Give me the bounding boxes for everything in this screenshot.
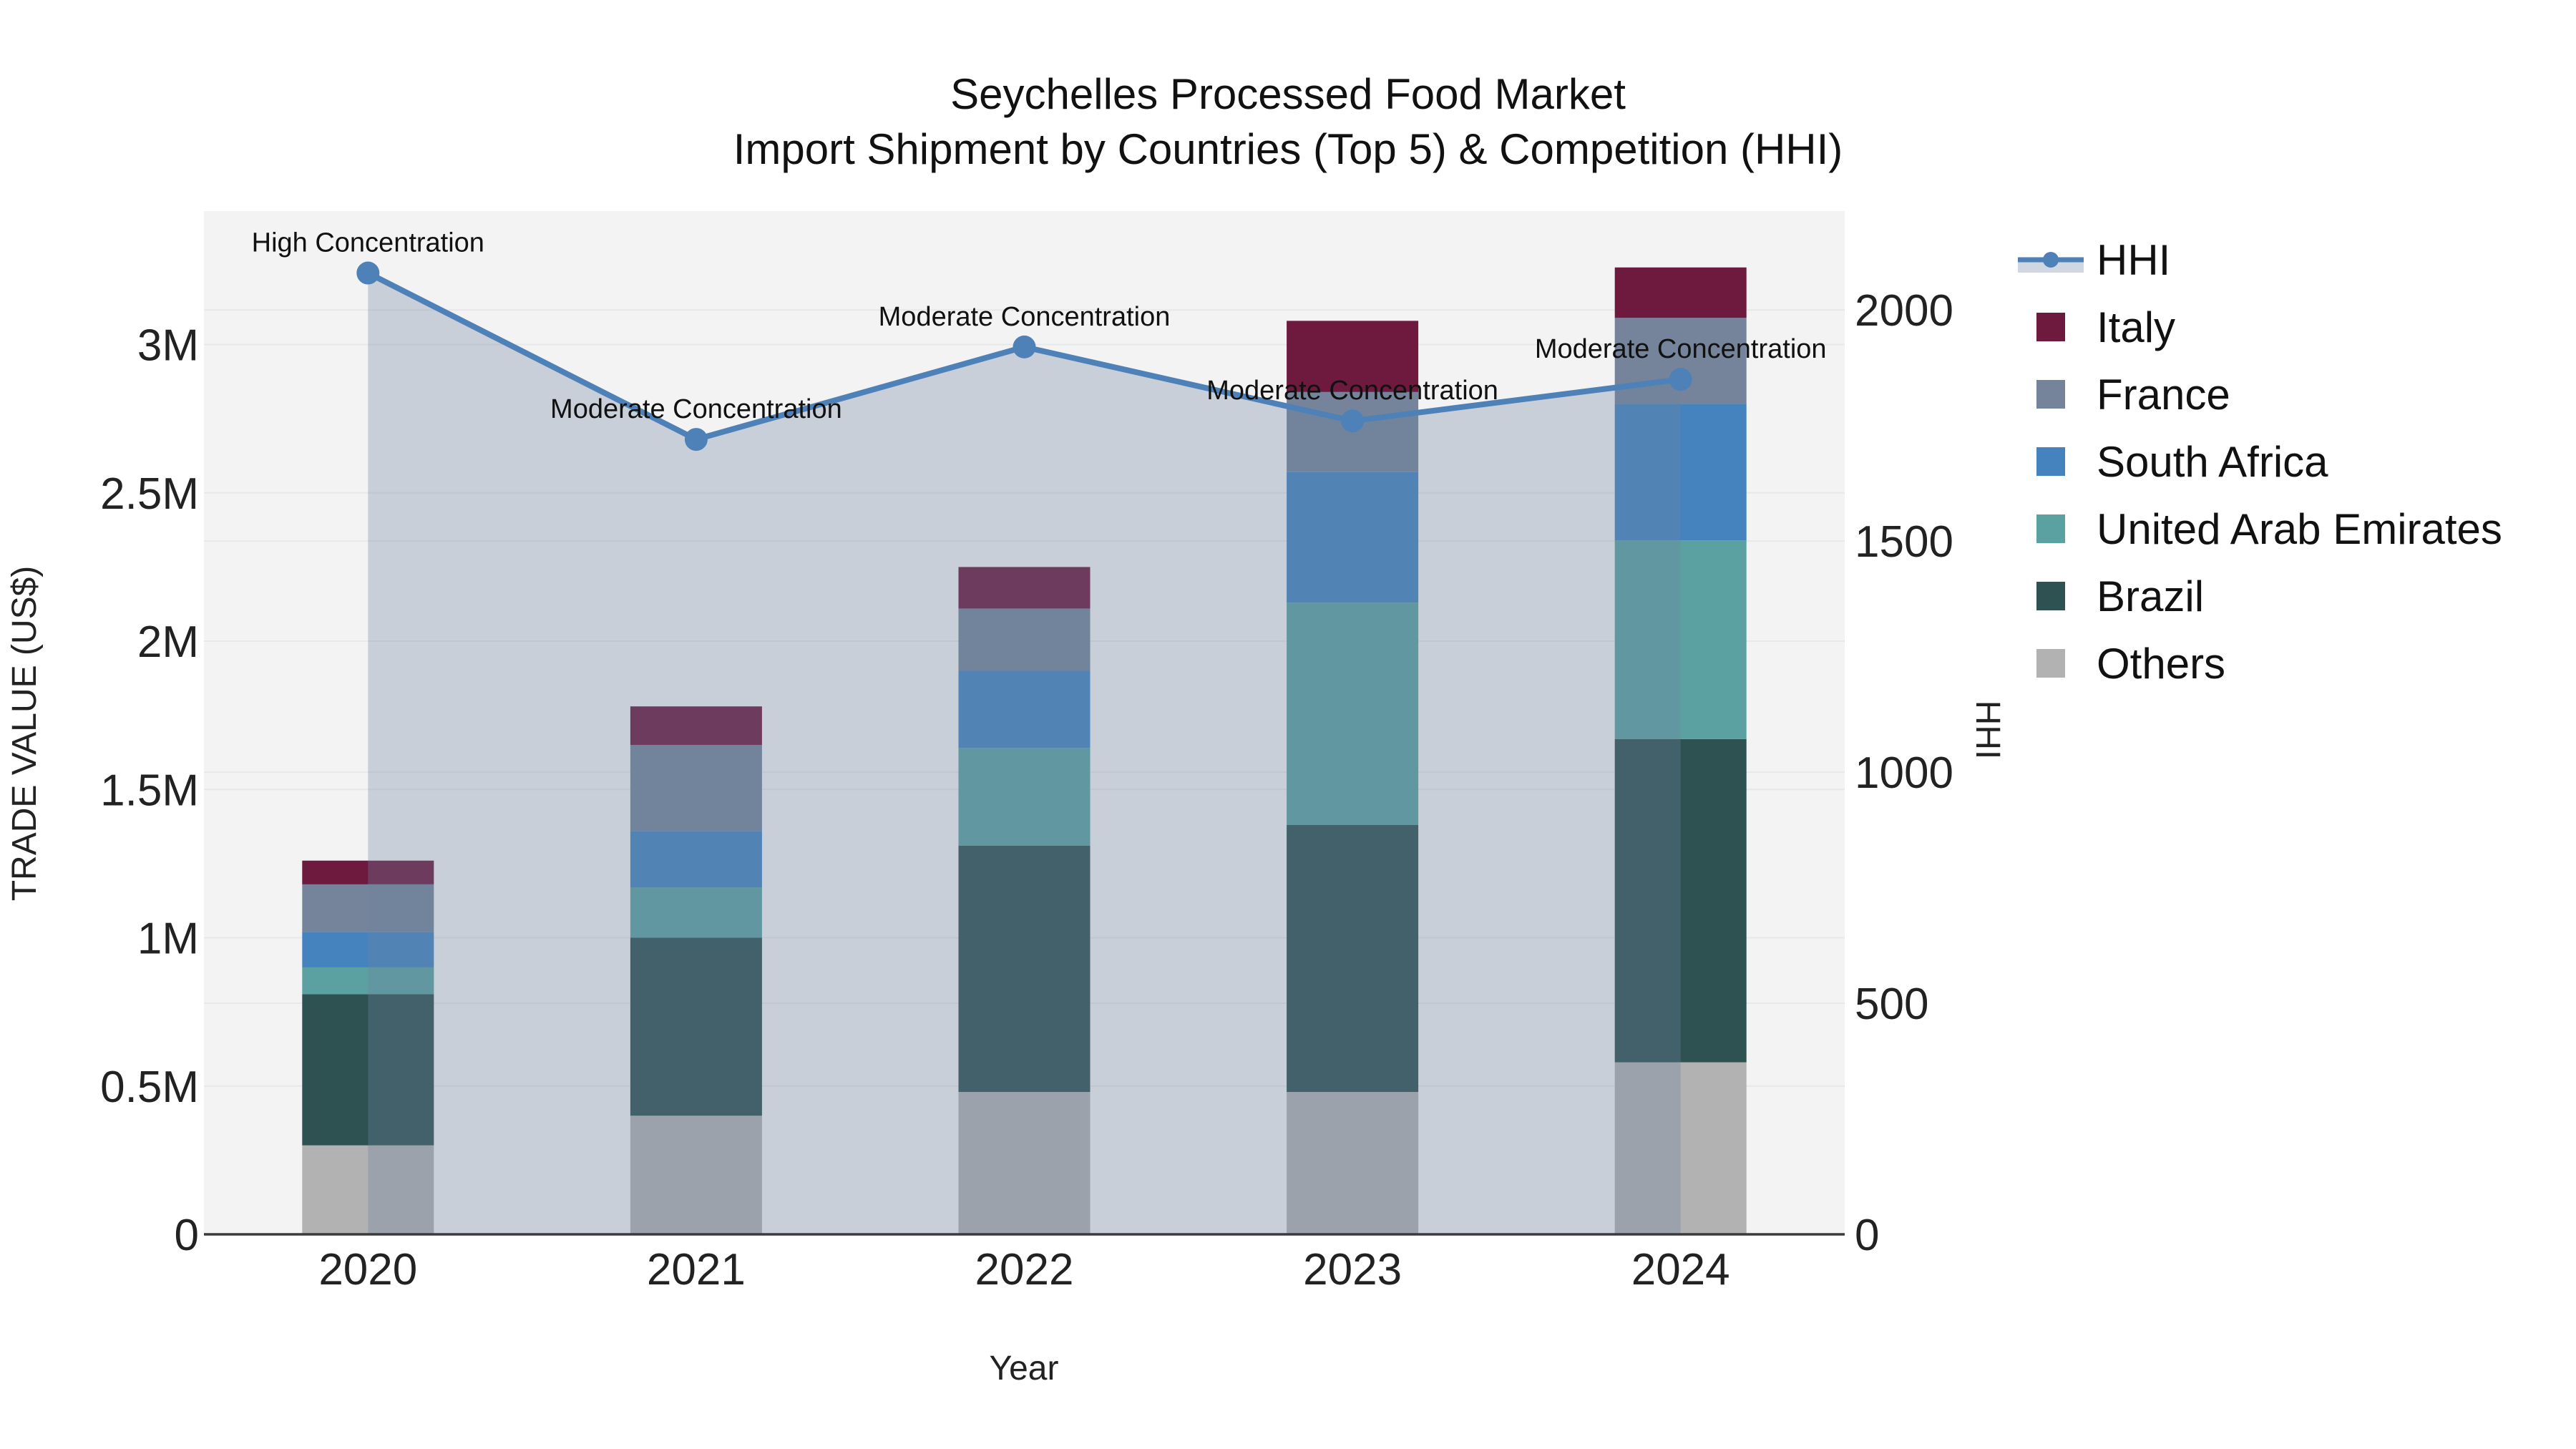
y-left-tick-0: 0 bbox=[175, 1211, 199, 1260]
legend-item-italy[interactable]: Italy bbox=[2036, 303, 2175, 351]
bar-segment-italy-2023[interactable] bbox=[1287, 321, 1419, 392]
bar-segment-united-arab-emirates-2023[interactable] bbox=[1287, 602, 1419, 825]
legend-item-south-africa[interactable]: South Africa bbox=[2036, 438, 2328, 486]
legend-hhi-marker-swatch bbox=[2043, 252, 2059, 268]
bar-segment-south-africa-2021[interactable] bbox=[630, 831, 762, 888]
y-left-tick-3M: 3M bbox=[137, 321, 199, 371]
y-right-axis-title: HHI bbox=[1968, 701, 2006, 760]
y-right-tick-2000: 2000 bbox=[1855, 286, 1953, 336]
y-left-axis-title: TRADE VALUE (US$) bbox=[6, 566, 44, 902]
annotation-2023: Moderate Concentration bbox=[1206, 376, 1498, 406]
legend-label-south-africa: South Africa bbox=[2097, 438, 2328, 486]
bar-segment-united-arab-emirates-2024[interactable] bbox=[1614, 540, 1747, 739]
y-left-tick-1.5M: 1.5M bbox=[100, 766, 199, 815]
legend-swatch-united-arab-emirates bbox=[2036, 514, 2065, 543]
hhi-marker-2021[interactable] bbox=[684, 428, 708, 452]
x-tick-2020: 2020 bbox=[318, 1245, 417, 1294]
bar-segment-south-africa-2020[interactable] bbox=[302, 932, 434, 967]
x-tick-2023: 2023 bbox=[1303, 1245, 1402, 1294]
annotation-layer: High Concentration Moderate Concentration… bbox=[252, 228, 1827, 425]
y-right-tick-500: 500 bbox=[1855, 980, 1928, 1029]
annotation-2021: Moderate Concentration bbox=[550, 394, 842, 424]
bar-segment-brazil-2020[interactable] bbox=[302, 994, 434, 1146]
bar-segment-italy-2022[interactable] bbox=[958, 567, 1091, 609]
legend-label-others: Others bbox=[2097, 640, 2225, 688]
legend-swatch-south-africa bbox=[2036, 447, 2065, 476]
bar-segment-united-arab-emirates-2022[interactable] bbox=[958, 748, 1091, 847]
bar-segment-others-2022[interactable] bbox=[958, 1092, 1091, 1234]
x-tick-2021: 2021 bbox=[647, 1245, 746, 1294]
bar-segment-italy-2020[interactable] bbox=[302, 860, 434, 884]
legend-label-italy: Italy bbox=[2097, 303, 2175, 351]
legend-label-france: France bbox=[2097, 371, 2230, 419]
y-left-tick-2M: 2M bbox=[137, 618, 199, 667]
bar-segment-others-2023[interactable] bbox=[1287, 1092, 1419, 1234]
bar-segment-south-africa-2023[interactable] bbox=[1287, 472, 1419, 603]
y-left-tick-0.5M: 0.5M bbox=[100, 1063, 199, 1112]
hhi-marker-2020[interactable] bbox=[356, 261, 380, 285]
y-right-tick-1500: 1500 bbox=[1855, 517, 1953, 567]
legend-label-united-arab-emirates: United Arab Emirates bbox=[2097, 505, 2502, 553]
stacked-bars-layer bbox=[302, 267, 1747, 1234]
hhi-area-fill bbox=[368, 273, 1681, 1235]
legend-swatch-italy bbox=[2036, 313, 2065, 341]
legend-item-hhi[interactable]: HHI bbox=[2018, 236, 2170, 284]
y-left-tick-1M: 1M bbox=[137, 914, 199, 964]
legend-layer: HHI Italy France South Africa United Arab Em… bbox=[2018, 236, 2502, 688]
y-left-tick-2.5M: 2.5M bbox=[100, 469, 199, 519]
legend-item-france[interactable]: France bbox=[2036, 371, 2230, 419]
chart-title-line2: Import Shipment by Countries (Top 5) & C… bbox=[733, 125, 1843, 173]
bar-segment-united-arab-emirates-2020[interactable] bbox=[302, 967, 434, 995]
bar-segment-south-africa-2024[interactable] bbox=[1614, 404, 1747, 541]
hhi-line-layer bbox=[356, 261, 1692, 452]
bar-segment-brazil-2022[interactable] bbox=[958, 846, 1091, 1093]
legend-label-brazil: Brazil bbox=[2097, 572, 2204, 620]
bar-segment-italy-2024[interactable] bbox=[1614, 267, 1747, 318]
annotation-2024: Moderate Concentration bbox=[1535, 334, 1827, 364]
x-axis-title: Year bbox=[990, 1350, 1059, 1387]
bar-segment-south-africa-2022[interactable] bbox=[958, 670, 1091, 748]
bar-segment-brazil-2021[interactable] bbox=[630, 937, 762, 1116]
y-right-tick-0: 0 bbox=[1855, 1211, 1879, 1260]
axis-layer: 0 0.5M 1M 1.5M 2M 2.5M 3M 0 500 1000 1500 2000 2020 2… bbox=[100, 286, 1953, 1294]
legend-item-others[interactable]: Others bbox=[2036, 640, 2225, 688]
bar-segment-others-2020[interactable] bbox=[302, 1145, 434, 1234]
bar-segment-france-2021[interactable] bbox=[630, 745, 762, 831]
legend-swatch-brazil bbox=[2036, 582, 2065, 610]
bar-segment-italy-2021[interactable] bbox=[630, 706, 762, 746]
bar-segment-united-arab-emirates-2021[interactable] bbox=[630, 887, 762, 938]
bar-segment-france-2022[interactable] bbox=[958, 608, 1091, 671]
hhi-marker-2024[interactable] bbox=[1669, 368, 1692, 391]
hhi-marker-2022[interactable] bbox=[1013, 335, 1036, 358]
bar-segment-others-2021[interactable] bbox=[630, 1116, 762, 1234]
annotation-2022: Moderate Concentration bbox=[879, 302, 1171, 332]
bar-segment-others-2024[interactable] bbox=[1614, 1062, 1747, 1234]
bar-segment-brazil-2024[interactable] bbox=[1614, 738, 1747, 1063]
y-right-tick-1000: 1000 bbox=[1855, 748, 1953, 798]
hhi-marker-2023[interactable] bbox=[1341, 409, 1365, 433]
legend-item-united-arab-emirates[interactable]: United Arab Emirates bbox=[2036, 505, 2502, 553]
legend-item-brazil[interactable]: Brazil bbox=[2036, 572, 2204, 620]
chart-title-line1: Seychelles Processed Food Market bbox=[950, 70, 1626, 118]
annotation-2020: High Concentration bbox=[252, 228, 484, 258]
legend-label-hhi: HHI bbox=[2097, 236, 2170, 284]
legend-swatch-others bbox=[2036, 649, 2065, 678]
x-tick-2022: 2022 bbox=[975, 1245, 1074, 1294]
x-tick-2024: 2024 bbox=[1631, 1245, 1730, 1294]
legend-swatch-france bbox=[2036, 380, 2065, 409]
bar-segment-france-2020[interactable] bbox=[302, 884, 434, 932]
bar-segment-brazil-2023[interactable] bbox=[1287, 825, 1419, 1093]
hhi-area-layer bbox=[368, 273, 1681, 1235]
